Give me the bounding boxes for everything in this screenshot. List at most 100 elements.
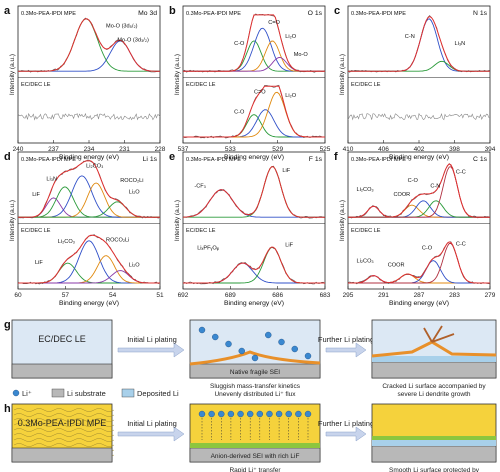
y-axis-label: Intensity (a.u.) [339,200,346,241]
bottom-condition-label: EC/DEC LE [186,228,216,234]
envelope-fit [18,160,160,218]
li-substrate [371,361,497,379]
arrow-label: Further Li plating [318,335,374,344]
li-ion-icon [265,331,272,339]
peak-label: Li₂CO₃ [58,239,75,245]
x-tick-label: 283 [449,292,460,299]
peak-label: LiF [282,168,290,174]
polymer-chain [13,413,115,417]
legend-swatch-deposited [121,388,135,398]
x-tick-label: 287 [414,292,425,299]
peak-label: Li₃N [46,176,57,182]
peak-label: Li₂CO₃ [357,187,374,193]
peak-label: Li₂O [285,93,297,99]
fit-peak-curve [183,109,325,138]
li-ion-icon [237,410,244,418]
envelope-fit [348,241,490,284]
sei-layer [372,436,496,440]
li-substrate [11,363,113,379]
envelope-fit [183,246,325,284]
element-label: N 1s [473,10,488,17]
fit-peak-curve [18,40,160,72]
x-axis-label: Binding energy (eV) [389,154,449,161]
envelope-fit [183,166,325,218]
polymer-chain [13,423,115,427]
fit-peak-curve [183,189,325,218]
peak-label: C-N [430,184,440,190]
peak-label: C-C [456,242,466,248]
polymer-chain [13,443,115,447]
legend-swatch-substrate [51,388,65,398]
deposited-li [372,440,496,446]
fit-peak-curve [183,27,325,72]
bottom-condition-label: EC/DEC LE [21,82,51,88]
x-tick-label: 394 [485,146,496,153]
li-dendrite-icon [423,325,455,343]
panel-b: b 0.3Mo-PEA-IPDI MPE O 1s EC/DEC LE 537 533 52… [169,5,331,161]
peak-label: C-O [234,109,245,115]
plot-frame [347,5,491,144]
raw-spectrum [17,17,161,73]
fit-peak-curve [183,246,325,284]
x-tick-label: 51 [156,292,164,299]
raw-spectrum [182,165,326,219]
li-ion-icon [291,345,298,353]
element-label: Li 1s [143,156,158,163]
panel-letter: g [4,319,11,331]
top-condition-label: 0.3Mo-PEA-IPDI MPE [21,11,76,17]
peak-label: -CF₃ [194,184,206,190]
sei-layer [190,443,320,448]
peak-label: LiF [32,192,40,198]
peak-label: C=O [254,90,266,96]
peak-label: C-O [234,41,245,47]
x-tick-label: 410 [343,146,354,153]
bottom-condition-label: EC/DEC LE [351,228,381,234]
li-ion-icon [198,326,206,334]
raw-spectrum-noise [347,112,491,121]
x-tick-label: 60 [14,292,22,299]
peak-label: Mo-O (3d₃/₂) [117,38,149,44]
legend-label: Li⁺ [22,389,32,398]
peak-label: COOR [393,192,410,198]
panel-letter: e [169,151,175,163]
caption-line: Rapid Li⁺ transfer [229,467,281,472]
li-ion-icon [218,410,225,418]
li-ion-icon [208,410,215,418]
li-ion-icon [304,352,312,360]
x-tick-label: 529 [272,146,283,153]
peak-label: C-C [456,169,466,175]
li-substrate [11,447,113,463]
panel-letter: a [4,5,11,17]
panel-letter: b [169,5,176,17]
x-tick-label: 234 [84,146,95,153]
peak-label: ROCO₂Li [106,238,129,244]
legend-label: Deposited Li [137,389,179,398]
fit-peak-curve [183,57,325,72]
x-tick-label: 57 [62,292,70,299]
x-axis-label: Binding energy (eV) [389,300,449,307]
polymer-chain [13,408,115,412]
caption-line: severe Li dendrite growth [398,391,471,398]
polymer-chain [13,433,115,437]
raw-spectrum [182,246,326,285]
li-ion-icon [278,338,285,346]
x-axis-label: Binding energy (eV) [59,300,119,307]
peak-label: LiF [35,260,43,266]
x-tick-label: 279 [485,292,496,299]
electrolyte-label: 0.3Mo-PEA-IPDI MPE [18,418,107,428]
peak-label: Li₂O [285,34,297,40]
x-tick-label: 54 [109,292,117,299]
panel-letter: c [334,5,340,17]
panel-letter: d [4,151,11,163]
peak-label: Li₂O [129,189,141,195]
arrow-right-icon [117,426,185,442]
panel-d: d 0.3Mo-PEA-IPDI MPE Li 1s EC/DEC LE 60 57 54 5… [4,151,164,307]
fit-peak-curve [348,60,490,72]
peak-label: Li₂CO₃ [86,164,103,170]
li-ion-icon [12,389,20,397]
peak-label: LiF [285,242,293,248]
x-tick-label: 237 [48,146,59,153]
arrow-label: Further Li plating [318,419,374,428]
y-axis-label: Intensity (a.u.) [174,54,181,95]
